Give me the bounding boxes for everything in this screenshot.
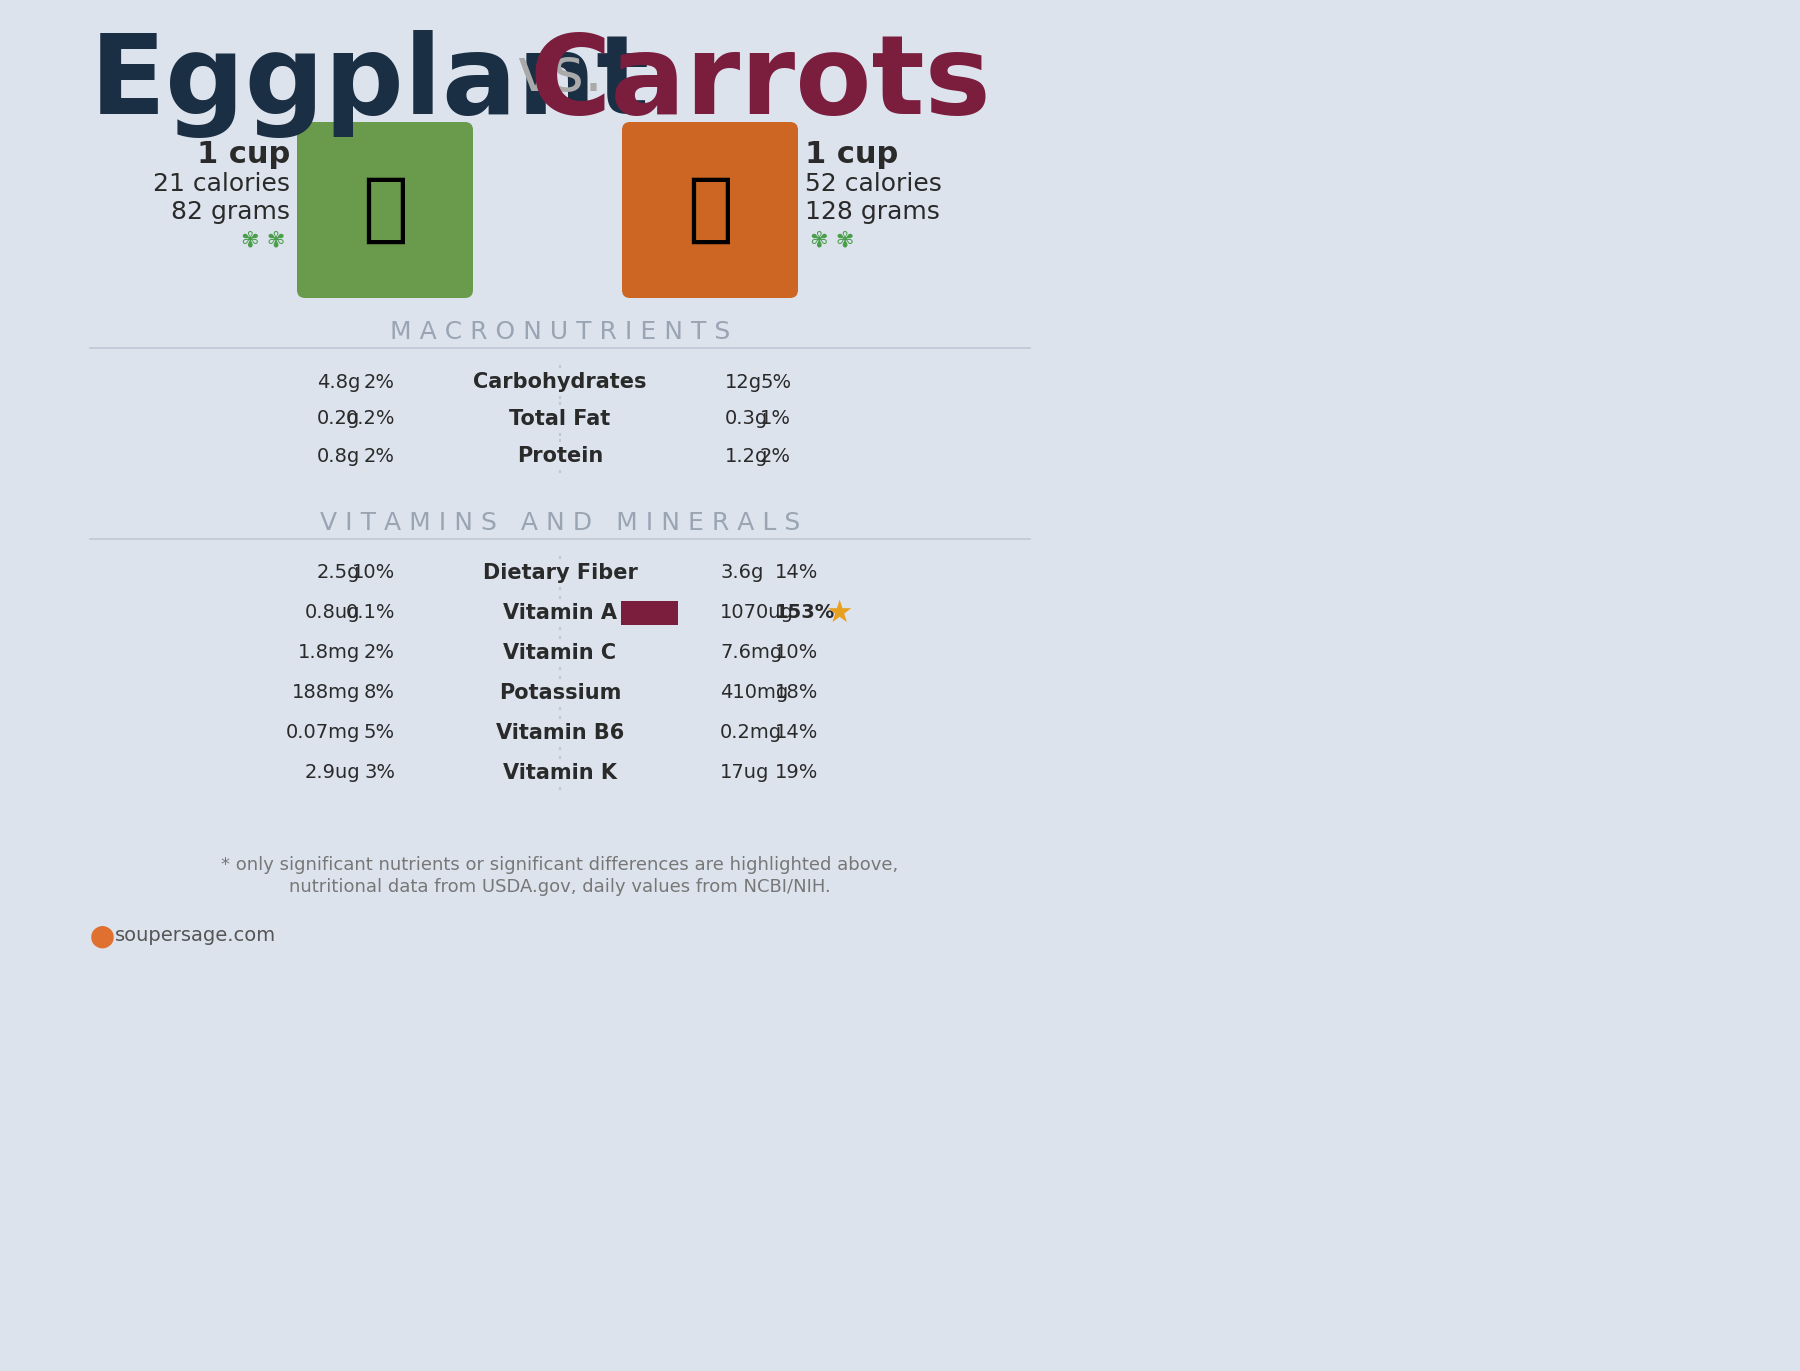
Bar xyxy=(563,600,679,625)
Text: 3.6g: 3.6g xyxy=(720,563,763,583)
Bar xyxy=(554,761,556,786)
Text: 7.6mg: 7.6mg xyxy=(720,643,783,662)
Text: 0.07mg: 0.07mg xyxy=(286,724,360,743)
Text: Eggplant: Eggplant xyxy=(90,30,650,138)
Text: 0.2g: 0.2g xyxy=(317,410,360,429)
Text: Total Fat: Total Fat xyxy=(509,409,610,429)
Text: 52 calories: 52 calories xyxy=(805,171,941,196)
Text: soupersage.com: soupersage.com xyxy=(115,925,275,945)
Text: Vitamin B6: Vitamin B6 xyxy=(495,723,625,743)
Bar xyxy=(563,444,571,468)
Text: 2%: 2% xyxy=(364,643,394,662)
Text: 10%: 10% xyxy=(776,643,819,662)
Bar xyxy=(551,681,556,705)
Text: ⬤: ⬤ xyxy=(90,925,115,949)
Bar xyxy=(553,721,556,744)
Text: Vitamin A: Vitamin A xyxy=(502,603,617,622)
Bar xyxy=(563,681,576,705)
Text: 5%: 5% xyxy=(760,373,792,392)
Text: 1.2g: 1.2g xyxy=(725,447,769,466)
Text: ✾ ✾: ✾ ✾ xyxy=(241,230,284,250)
Bar xyxy=(549,561,556,585)
Text: 0.2mg: 0.2mg xyxy=(720,724,783,743)
Text: 2%: 2% xyxy=(364,447,394,466)
Text: 2%: 2% xyxy=(364,373,394,392)
Bar xyxy=(563,370,583,393)
Text: 1 cup: 1 cup xyxy=(196,140,290,169)
Bar xyxy=(563,721,574,744)
Text: 5%: 5% xyxy=(364,724,394,743)
Text: 17ug: 17ug xyxy=(720,764,769,783)
Bar xyxy=(563,642,571,665)
Text: Vitamin C: Vitamin C xyxy=(504,643,617,664)
Text: 12g: 12g xyxy=(725,373,761,392)
Text: 0.8g: 0.8g xyxy=(317,447,360,466)
Text: 128 grams: 128 grams xyxy=(805,200,940,223)
Text: 2%: 2% xyxy=(760,447,790,466)
Text: 19%: 19% xyxy=(776,764,819,783)
FancyBboxPatch shape xyxy=(297,122,473,298)
FancyBboxPatch shape xyxy=(623,122,797,298)
Text: 0.3g: 0.3g xyxy=(725,410,769,429)
Text: * only significant nutrients or significant differences are highlighted above,: * only significant nutrients or signific… xyxy=(221,856,898,873)
Bar xyxy=(563,407,567,430)
Text: ★: ★ xyxy=(824,599,853,628)
Text: Vitamin K: Vitamin K xyxy=(502,764,617,783)
Bar xyxy=(563,761,578,786)
Text: Protein: Protein xyxy=(517,446,603,466)
Text: 21 calories: 21 calories xyxy=(153,171,290,196)
Bar xyxy=(549,444,556,468)
Text: Dietary Fiber: Dietary Fiber xyxy=(482,563,637,583)
Text: V I T A M I N S   A N D   M I N E R A L S: V I T A M I N S A N D M I N E R A L S xyxy=(320,511,801,535)
Text: 14%: 14% xyxy=(776,724,819,743)
Text: 14%: 14% xyxy=(776,563,819,583)
Text: 1 cup: 1 cup xyxy=(805,140,898,169)
Text: 3%: 3% xyxy=(364,764,394,783)
Text: 188mg: 188mg xyxy=(292,684,360,702)
Text: 2.9ug: 2.9ug xyxy=(304,764,360,783)
Bar xyxy=(549,370,556,393)
Text: 410mg: 410mg xyxy=(720,684,788,702)
Text: Carrots: Carrots xyxy=(529,30,990,137)
Text: M A C R O N U T R I E N T S: M A C R O N U T R I E N T S xyxy=(391,319,731,344)
Bar xyxy=(563,561,574,585)
Text: 1.8mg: 1.8mg xyxy=(297,643,360,662)
Text: 8%: 8% xyxy=(364,684,394,702)
Text: 2.5g: 2.5g xyxy=(317,563,360,583)
Text: 🥕: 🥕 xyxy=(688,173,733,247)
Text: 1%: 1% xyxy=(760,410,790,429)
Text: 0.1%: 0.1% xyxy=(346,603,394,622)
Text: Carbohydrates: Carbohydrates xyxy=(473,372,646,392)
Text: 82 grams: 82 grams xyxy=(171,200,290,223)
Text: 10%: 10% xyxy=(351,563,394,583)
Text: nutritional data from USDA.gov, daily values from NCBI/NIH.: nutritional data from USDA.gov, daily va… xyxy=(290,877,832,897)
Text: ✾ ✾: ✾ ✾ xyxy=(810,230,855,250)
Text: 153%: 153% xyxy=(776,603,835,622)
Text: 0.8ug: 0.8ug xyxy=(304,603,360,622)
Text: 🍆: 🍆 xyxy=(362,173,409,247)
Text: 1070ug: 1070ug xyxy=(720,603,794,622)
Text: 18%: 18% xyxy=(776,684,819,702)
Text: 4.8g: 4.8g xyxy=(317,373,360,392)
Text: 0.2%: 0.2% xyxy=(346,410,394,429)
Text: Potassium: Potassium xyxy=(499,683,621,703)
Text: vs.: vs. xyxy=(517,45,603,104)
